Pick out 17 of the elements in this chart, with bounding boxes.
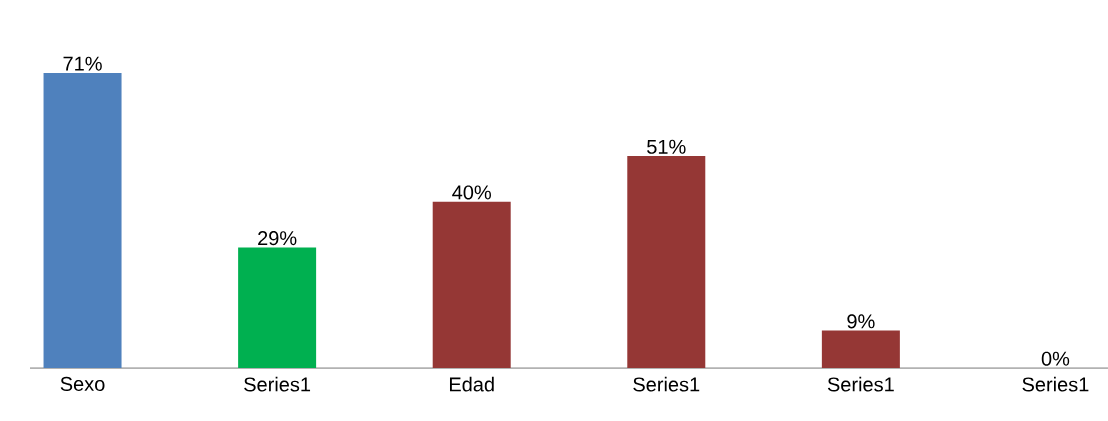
bar (238, 247, 317, 368)
x-tick-label: Series1 (244, 376, 311, 392)
x-tick-label: Sexo (60, 376, 105, 392)
data-label: 71% (63, 56, 102, 71)
data-label: 0% (1041, 351, 1070, 366)
x-tick-label: Series1 (827, 376, 894, 392)
data-label: 51% (647, 139, 686, 154)
bar (627, 156, 706, 368)
x-tick-label: Edad (450, 376, 494, 392)
bar (821, 330, 900, 368)
data-label: 40% (452, 185, 491, 200)
bar (43, 72, 122, 368)
bar (432, 201, 511, 368)
data-label: 29% (258, 231, 297, 246)
x-tick-label: Series1 (1022, 376, 1089, 392)
x-tick-label: Series1 (633, 376, 700, 392)
data-label: 9% (847, 314, 875, 329)
